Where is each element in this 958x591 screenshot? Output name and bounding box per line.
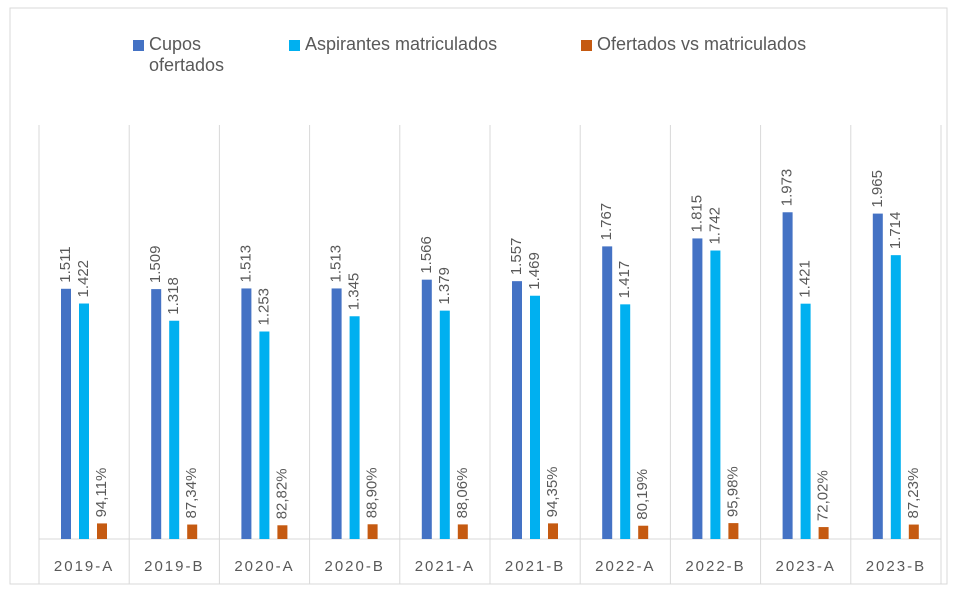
bar xyxy=(97,523,107,539)
bar xyxy=(800,303,811,539)
bar xyxy=(548,523,558,539)
x-tick-label: 2023-A xyxy=(776,558,836,575)
data-label: 88,06% xyxy=(454,468,471,519)
bar xyxy=(169,320,180,539)
bar xyxy=(331,288,342,539)
bar xyxy=(457,524,468,539)
bar xyxy=(241,288,252,539)
bar xyxy=(782,212,793,540)
x-tick-label: 2020-A xyxy=(234,558,294,575)
bar xyxy=(259,331,270,539)
data-label: 1.379 xyxy=(436,267,453,305)
legend-label: Aspirantes matriculados xyxy=(305,34,498,54)
x-tick-label: 2019-B xyxy=(144,558,204,575)
data-label: 94,11% xyxy=(93,468,110,518)
data-label: 1.421 xyxy=(797,260,814,298)
data-label: 1.422 xyxy=(75,260,92,298)
data-label: 1.345 xyxy=(346,273,363,311)
data-label: 1.973 xyxy=(779,169,796,207)
data-label: 1.318 xyxy=(165,277,182,315)
legend-item: Aspirantes matriculados xyxy=(289,34,559,55)
data-label: 1.557 xyxy=(508,238,525,276)
bar xyxy=(151,289,162,539)
data-label: 1.815 xyxy=(688,195,705,233)
data-label: 87,34% xyxy=(183,468,200,519)
x-tick-label: 2022-A xyxy=(595,558,655,575)
data-label: 95,98% xyxy=(724,466,741,517)
x-tick-label: 2020-B xyxy=(325,558,385,575)
data-label: 88,90% xyxy=(364,467,381,518)
bar xyxy=(890,255,901,539)
data-label: 1.513 xyxy=(328,245,345,283)
bar xyxy=(367,524,378,539)
bar xyxy=(872,213,883,539)
bar xyxy=(692,238,703,539)
data-label: 82,82% xyxy=(273,468,290,519)
data-label: 1.965 xyxy=(869,170,886,208)
bar xyxy=(79,303,89,539)
data-label: 1.767 xyxy=(598,203,615,241)
data-label: 1.509 xyxy=(147,246,164,284)
bar xyxy=(638,525,649,539)
bar xyxy=(421,279,432,539)
bar xyxy=(512,281,522,539)
legend-item: Ofertados vs matriculados xyxy=(581,34,881,55)
x-tick-label: 2019-A xyxy=(54,558,114,575)
bar xyxy=(349,316,360,539)
legend-swatch xyxy=(581,40,592,51)
bar xyxy=(620,304,631,539)
bar xyxy=(187,524,198,539)
data-label: 1.511 xyxy=(57,246,74,282)
data-label: 1.253 xyxy=(255,288,272,326)
bar xyxy=(908,524,919,539)
data-label: 94,35% xyxy=(544,467,561,518)
data-label: 72,02% xyxy=(815,470,832,521)
bar xyxy=(530,295,540,539)
data-label: 1.513 xyxy=(237,245,254,283)
legend-item: Cupos ofertados xyxy=(133,34,233,76)
legend-label: Ofertados vs matriculados xyxy=(597,34,807,54)
bar xyxy=(61,288,71,539)
x-tick-label: 2023-B xyxy=(866,558,926,575)
data-label: 80,19% xyxy=(634,469,651,520)
data-label: 1.566 xyxy=(418,236,435,274)
chart-border xyxy=(9,7,948,585)
data-label: 1.469 xyxy=(526,252,543,290)
x-tick-label: 2022-B xyxy=(685,558,745,575)
data-label: 1.714 xyxy=(887,212,904,250)
bar xyxy=(602,246,613,539)
data-label: 1.417 xyxy=(616,261,633,299)
bar xyxy=(277,525,288,539)
bar xyxy=(710,250,721,540)
legend-swatch xyxy=(289,40,300,51)
x-tick-label: 2021-B xyxy=(505,558,565,575)
data-label: 87,23% xyxy=(905,468,922,519)
bar xyxy=(818,527,829,539)
bar xyxy=(439,310,450,539)
bar xyxy=(728,523,739,539)
data-label: 1.742 xyxy=(706,207,723,245)
x-tick-label: 2021-A xyxy=(415,558,475,575)
legend-label: Cupos ofertados xyxy=(149,34,225,75)
legend: Cupos ofertados Aspirantes matriculados Of… xyxy=(0,34,958,94)
legend-swatch xyxy=(133,40,144,51)
